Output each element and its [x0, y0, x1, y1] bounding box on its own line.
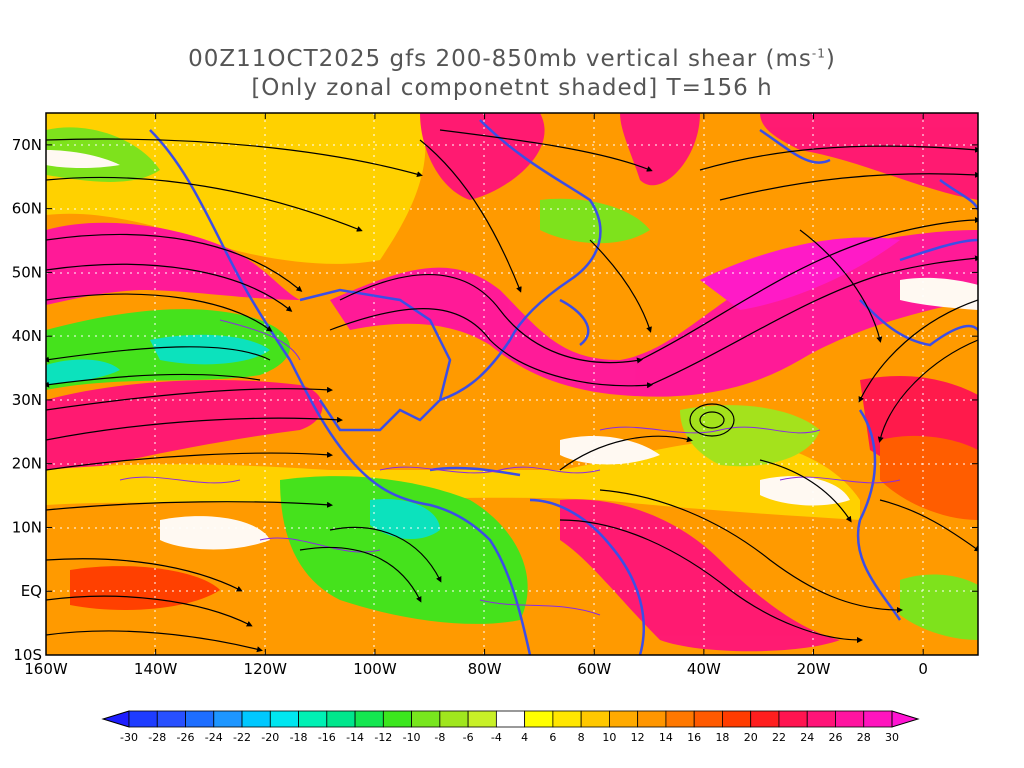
colorbar-swatch: [241, 710, 271, 728]
terrain-contours: [119, 319, 901, 616]
colorbar-label: -20: [261, 731, 279, 744]
colorbar-swatch: [439, 710, 469, 728]
colorbar-swatch: [185, 710, 215, 728]
colorbar-label: -12: [374, 731, 392, 744]
lat-label: 10N: [12, 518, 42, 536]
colorbar-label: -14: [346, 731, 364, 744]
colorbar-swatch: [665, 710, 695, 728]
map-plot-area: [46, 113, 978, 655]
colorbar-swatch: [298, 710, 328, 728]
colorbar-label: -18: [290, 731, 308, 744]
colorbar-swatch: [354, 710, 384, 728]
colorbar-swatch: [722, 710, 752, 728]
latitude-axis: 70N 60N 50N 40N 30N 20N 10N EQ 10S: [12, 136, 978, 664]
colorbar-swatch: [609, 710, 639, 728]
lat-label: 30N: [12, 391, 42, 409]
lat-label: 70N: [12, 136, 42, 154]
colorbar-swatch: [778, 710, 808, 728]
shear-shading: [46, 113, 978, 652]
colorbar-swatch: [269, 710, 299, 728]
colorbar-swatch: [806, 710, 836, 728]
lon-label: 80W: [468, 660, 502, 678]
lat-label: 40N: [12, 327, 42, 345]
lon-label: 40W: [687, 660, 721, 678]
map-gridlines: [46, 113, 978, 655]
colorbar-label: 16: [687, 731, 701, 744]
colorbar-swatch: [863, 710, 893, 728]
colorbar-label: 24: [800, 731, 814, 744]
lat-label: EQ: [21, 582, 42, 600]
lon-label: 100W: [353, 660, 397, 678]
colorbar-label: 12: [631, 731, 645, 744]
colorbar-low-arrow: [101, 710, 130, 728]
colorbar-label: -26: [177, 731, 195, 744]
lon-label: 20W: [797, 660, 831, 678]
lon-label: 0: [918, 660, 928, 678]
colorbar-label: 14: [659, 731, 673, 744]
colorbar-label: 4: [521, 731, 528, 744]
lat-label: 60N: [12, 200, 42, 218]
colorbar-swatch: [467, 710, 497, 728]
colorbar-label: 18: [715, 731, 729, 744]
lat-label: 10S: [13, 646, 42, 664]
colorbar-swatch: [156, 710, 186, 728]
colorbar-high-arrow: [891, 710, 920, 728]
colorbar-swatch: [637, 710, 667, 728]
colorbar-label: -24: [205, 731, 223, 744]
colorbar-swatch: [411, 710, 441, 728]
longitude-axis: 160W 140W 120W 100W 80W 60W 40W 20W 0: [24, 113, 928, 678]
colorbar-swatch: [128, 710, 158, 728]
colorbar-label: -8: [434, 731, 445, 744]
lat-label: 20N: [12, 455, 42, 473]
colorbar-swatch: [524, 710, 554, 728]
colorbar-label: 28: [857, 731, 871, 744]
colorbar-label: 20: [744, 731, 758, 744]
colorbar-swatch: [835, 710, 865, 728]
colorbar-swatch: [326, 710, 356, 728]
map-frame: [45, 112, 979, 656]
colorbar-label: -6: [463, 731, 474, 744]
map-title-line-2: [Only zonal componetnt shaded] T=156 h: [251, 75, 773, 101]
lon-label: 60W: [577, 660, 611, 678]
lat-label: 50N: [12, 263, 42, 281]
colorbar-label: 6: [549, 731, 556, 744]
colorbar-label: 30: [885, 731, 899, 744]
colorbar-swatch: [382, 710, 412, 728]
map-title-line-1: 00Z11OCT2025 gfs 200-850mb vertical shea…: [0, 46, 1024, 72]
colorbar-label: 10: [602, 731, 616, 744]
colorbar-swatch: [693, 710, 723, 728]
lon-label: 140W: [134, 660, 178, 678]
colorbar-label: 22: [772, 731, 786, 744]
colorbar-swatch: [750, 710, 780, 728]
colorbar-label: -22: [233, 731, 251, 744]
colorbar-label: -10: [403, 731, 421, 744]
colorbar-label: -4: [491, 731, 502, 744]
colorbar-label: 26: [828, 731, 842, 744]
colorbar-label: -28: [148, 731, 166, 744]
colorbar-label: -30: [120, 731, 138, 744]
lon-label: 160W: [24, 660, 68, 678]
colorbar-swatch: [213, 710, 243, 728]
title-suffix: ): [825, 46, 836, 72]
colorbar-swatch: [495, 710, 526, 728]
streamlines: [46, 129, 978, 653]
title-prefix: 00Z11OCT2025 gfs 200-850mb vertical shea…: [188, 46, 812, 72]
colorbar: -30 -28 -26 -24 -22 -20 -18 -16 -14 -12 -10 -8 -6 -4 4…: [101, 710, 920, 744]
lon-label: 120W: [244, 660, 288, 678]
colorbar-label: -16: [318, 731, 336, 744]
colorbar-swatch: [580, 710, 610, 728]
colorbar-label: 8: [578, 731, 585, 744]
title-superscript: -1: [811, 46, 826, 61]
colorbar-swatch: [552, 710, 582, 728]
coastlines: [149, 119, 978, 655]
